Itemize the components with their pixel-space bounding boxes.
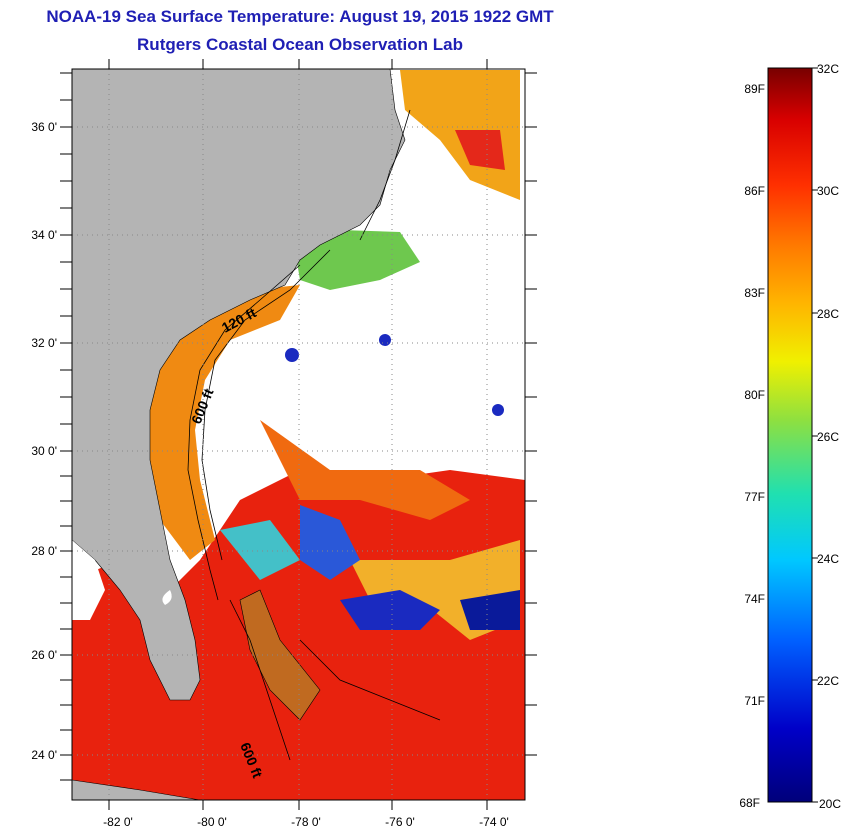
land [72,69,406,800]
colorbar-f-label-89: 89F [744,82,765,96]
colorbar-c-label-24: 24C [817,552,839,566]
map-ticks [60,59,537,810]
colorbar-f-label-74: 74F [744,592,765,606]
map-title: NOAA-19 Sea Surface Temperature: August … [46,7,554,26]
lat-label-24: 24 0' [31,748,57,762]
colorbar-c-label-30: 30C [817,184,839,198]
colorbar-gradient [767,67,813,803]
colorbar-f-label-77: 77F [744,490,765,504]
lon-label-80: -80 0' [197,815,227,829]
sst-cold-water [220,230,520,630]
colorbar-f-label-71: 71F [744,694,765,708]
colorbar-f-label-80: 80F [744,388,765,402]
lat-label-28: 28 0' [31,544,57,558]
map-graticule [72,69,525,800]
lat-label-26: 26 0' [31,648,57,662]
colorbar-f-label-86: 86F [744,184,765,198]
lat-label-34: 34 0' [31,228,57,242]
colorbar-f-label-68: 68F [739,796,760,810]
colorbar: 89F 86F 83F 80F 77F 74F 71F 68F 32C 30C … [739,62,841,811]
bathymetry-contours [187,109,441,761]
colorbar-f-label-83: 83F [744,286,765,300]
lon-label-76: -76 0' [385,815,415,829]
colorbar-c-label-22: 22C [817,674,839,688]
colorbar-c-label-20: 20C [819,797,841,811]
colorbar-c-label-26: 26C [817,430,839,444]
lon-label-78: -78 0' [291,815,321,829]
lon-label-82: -82 0' [103,815,133,829]
colorbar-c-label-28: 28C [817,307,839,321]
lon-label-74: -74 0' [479,815,509,829]
lat-label-32: 32 0' [31,336,57,350]
lat-label-30: 30 0' [31,444,57,458]
map-subtitle: Rutgers Coastal Ocean Observation Lab [137,35,463,54]
colorbar-c-label-32: 32C [817,62,839,76]
lat-label-36: 36 0' [31,120,57,134]
